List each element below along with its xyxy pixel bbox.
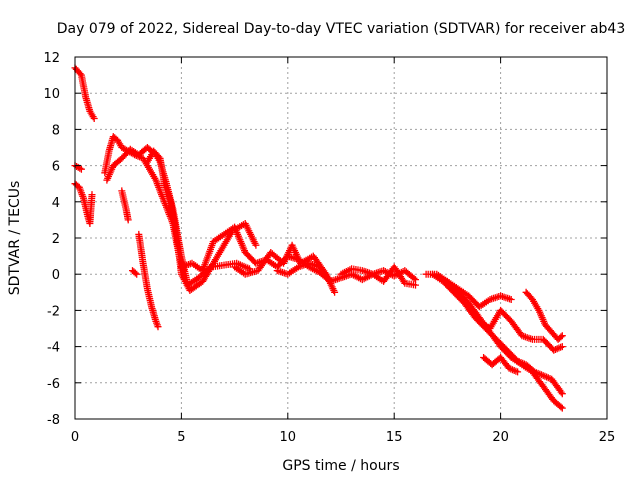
y-tick-label: 4: [52, 196, 60, 211]
y-tick-label: -2: [47, 304, 60, 319]
data-point-markers: [143, 147, 260, 294]
x-tick-label: 20: [492, 430, 509, 445]
data-point-markers: [522, 288, 566, 343]
series-track-3: [71, 162, 85, 173]
data-point-markers: [71, 162, 85, 173]
data-point-markers: [480, 354, 522, 376]
series-track-7: [129, 267, 141, 278]
data-point-markers: [129, 267, 141, 278]
data-points: [71, 64, 566, 412]
data-point-markers: [135, 230, 162, 331]
data-point-markers: [467, 306, 566, 354]
series-track-6: [118, 187, 132, 224]
series-track-9: [143, 147, 260, 294]
series-track-19: [522, 288, 566, 343]
series-track-18: [480, 354, 522, 376]
y-axis-label: SDTVAR / TECUs: [7, 181, 23, 296]
y-tick-label: 6: [52, 160, 60, 175]
x-tick-label: 15: [386, 430, 403, 445]
y-tick-label: 0: [52, 268, 60, 283]
data-point-markers: [337, 265, 419, 284]
series-track-10: [177, 223, 334, 285]
series-track-8: [135, 230, 162, 331]
x-axis-label: GPS time / hours: [282, 458, 399, 474]
y-tick-label: -6: [47, 377, 60, 392]
y-tick-label: -4: [47, 341, 60, 356]
x-tick-label: 25: [599, 430, 616, 445]
x-tick-label: 0: [71, 430, 79, 445]
data-point-markers: [177, 223, 334, 285]
axis-ticks: 0 5 10 15 20 25 -8 -6 -4 -2 0 2 4 6 8 10 12: [43, 51, 615, 445]
series-track-17: [467, 306, 566, 354]
data-point-markers: [429, 270, 566, 398]
data-point-markers: [118, 187, 132, 224]
x-tick-label: 5: [177, 430, 185, 445]
y-tick-label: 8: [52, 123, 60, 138]
chart-title: Day 079 of 2022, Sidereal Day-to-day VTE…: [57, 21, 626, 37]
y-tick-label: -8: [47, 413, 60, 428]
x-tick-label: 10: [280, 430, 297, 445]
y-tick-label: 10: [43, 87, 60, 102]
series-track-15: [429, 270, 566, 398]
series-track-13: [337, 265, 419, 284]
y-tick-label: 12: [43, 51, 60, 66]
y-tick-label: 2: [52, 232, 60, 247]
